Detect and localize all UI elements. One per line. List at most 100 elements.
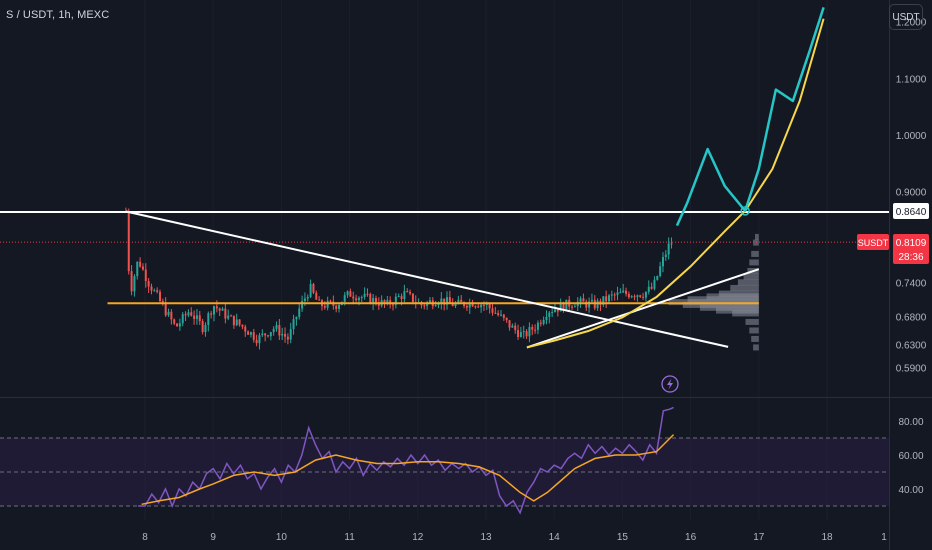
candle-body (562, 302, 565, 311)
candle-body (130, 271, 133, 292)
last-price-tag: 0.8109 (896, 238, 927, 249)
symbol-tag-bg (857, 234, 889, 250)
candle-body (355, 298, 358, 301)
candle-body (266, 335, 269, 337)
candle-body (409, 291, 412, 294)
candle-body (170, 311, 173, 320)
candle-body (539, 322, 542, 324)
price-axis-label: 0.7400 (896, 278, 927, 289)
time-axis-label: 9 (210, 532, 216, 543)
candle-body (139, 261, 142, 267)
candle-body (315, 292, 318, 300)
candle-body (471, 302, 474, 307)
candle-body (258, 335, 261, 344)
candle-body (607, 295, 610, 302)
candle-body (573, 306, 576, 308)
candle-body (477, 306, 480, 308)
candle-body (292, 319, 295, 330)
rsi-line (138, 406, 674, 515)
candle-body (474, 306, 477, 308)
candle-body (312, 284, 315, 293)
candle-body (272, 328, 275, 333)
candle-body (446, 297, 449, 305)
candle-body (232, 315, 235, 326)
candle-body (588, 301, 591, 308)
candle-body (403, 291, 406, 299)
candle-body (460, 299, 463, 303)
parabolic-curve (526, 18, 825, 349)
rsi-pane (0, 406, 889, 515)
candle-body (184, 314, 187, 316)
candle-body (136, 261, 139, 277)
candle-body (656, 276, 659, 280)
candle-body (465, 306, 468, 308)
candle-body (625, 290, 628, 294)
candle-body (309, 284, 312, 297)
projection-anchor-point (740, 206, 750, 216)
volume-profile-bar (755, 233, 759, 240)
candle-body (193, 315, 196, 319)
candle-body (227, 315, 230, 319)
volume-profile-bar (751, 250, 759, 257)
candle-body (650, 286, 653, 289)
candle-body (235, 319, 238, 326)
candle-body (133, 276, 136, 292)
volume-profile (668, 233, 759, 351)
candle-body (548, 312, 551, 317)
candle-body (301, 300, 304, 309)
candle-body (428, 300, 431, 303)
time-axis-label: 1 (881, 532, 887, 543)
candle-body (295, 316, 298, 320)
time-axis-label: 14 (549, 532, 561, 543)
time-axis-label: 12 (412, 532, 424, 543)
rsi-ma-line (141, 434, 675, 506)
candle-body (531, 327, 534, 330)
candle-body (372, 298, 375, 304)
candle-body (195, 315, 198, 319)
candle-body (352, 296, 355, 299)
candle-body (545, 316, 548, 320)
price-axis-label: 1.0000 (896, 131, 927, 142)
candle-body (255, 339, 258, 344)
candle-body (377, 303, 380, 306)
candle-body (397, 296, 400, 298)
candle-body (448, 297, 451, 303)
candle-body (619, 292, 622, 294)
candle-body (360, 297, 363, 299)
candle-body (565, 299, 568, 311)
symbol-tag: SUSDT (858, 238, 889, 248)
candle-body (167, 311, 170, 316)
candle-body (579, 298, 582, 302)
candle-body (659, 266, 662, 277)
candle-body (335, 305, 338, 309)
candle-body (127, 211, 130, 272)
candle-body (261, 333, 264, 336)
time-axis-label: 8 (142, 532, 148, 543)
candle-body (571, 306, 574, 308)
candle-body (238, 319, 241, 325)
candle-body (622, 290, 625, 293)
volume-profile-bar (718, 290, 759, 297)
candle-body (497, 313, 500, 316)
candle-body (440, 298, 443, 304)
candle-body (482, 304, 485, 306)
candle-body (585, 301, 588, 308)
time-axis-label: 13 (480, 532, 492, 543)
candle-body (164, 303, 167, 316)
candle-body (218, 308, 221, 311)
candle-body (596, 300, 599, 309)
candle-body (528, 327, 531, 337)
price-axis-label: 0.6300 (896, 341, 927, 352)
candle-body (590, 299, 593, 302)
rsi-axis-label: 40.00 (898, 485, 923, 496)
candle-body (383, 300, 386, 304)
currency-button[interactable]: USDT (889, 4, 923, 30)
projection-path (675, 7, 825, 227)
grid (144, 0, 828, 520)
lightning-icon[interactable] (661, 375, 679, 393)
candle-body (150, 286, 153, 291)
candle-body (284, 333, 287, 337)
candle-body (141, 266, 144, 270)
candle-body (500, 314, 503, 316)
